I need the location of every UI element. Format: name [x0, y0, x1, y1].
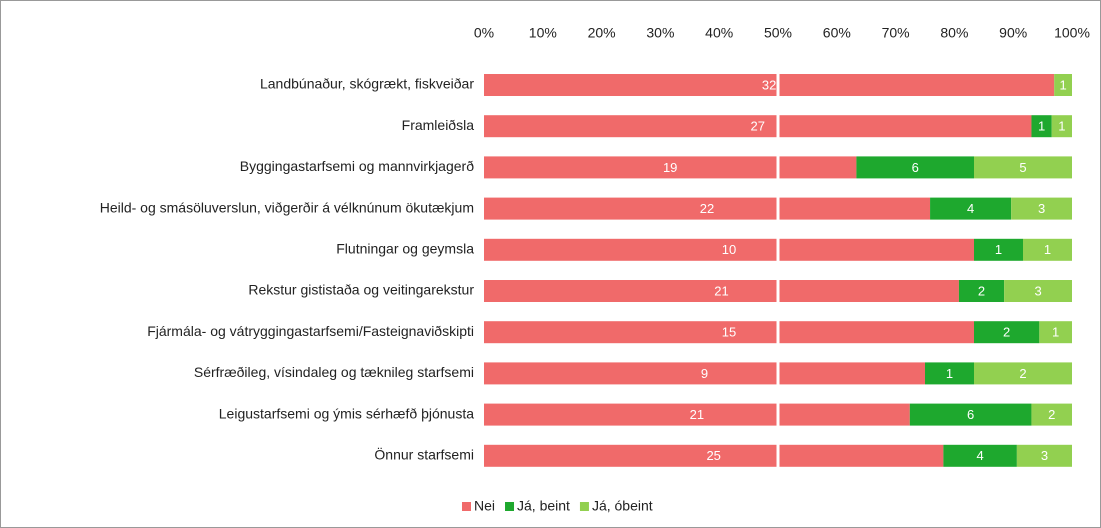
bar-segment — [484, 403, 910, 426]
y-tick-label: Fjármála- og vátryggingastarfsemi/Fastei… — [147, 323, 474, 339]
bar-segment — [1004, 280, 1072, 302]
x-tick-label: 30% — [646, 25, 674, 41]
bar-segment — [484, 444, 944, 467]
y-tick-label: Leigustarfsemi og ýmis sérhæfð þjónusta — [219, 405, 474, 421]
y-tick-label: Framleiðsla — [402, 117, 475, 133]
y-tick-label: Flutningar og geymsla — [336, 241, 474, 257]
data-label: 1 — [1044, 242, 1051, 257]
x-tick-label: 70% — [882, 25, 910, 41]
y-tick-label: Önnur starfsemi — [374, 446, 474, 463]
bar-segment — [974, 362, 1072, 385]
data-label: 3 — [1038, 201, 1045, 216]
data-label: 5 — [1019, 160, 1026, 175]
legend-swatch — [505, 502, 515, 511]
x-tick-label: 40% — [705, 25, 733, 41]
bar-segment — [484, 115, 1032, 138]
bar-segment — [909, 403, 1032, 426]
bar-segment — [943, 444, 1017, 467]
bar-segment — [484, 197, 931, 220]
bar-segment — [974, 321, 1040, 344]
data-label: 27 — [750, 119, 764, 134]
x-tick-label: 100% — [1054, 25, 1090, 41]
x-tick-label: 10% — [529, 25, 557, 41]
y-tick-label: Byggingastarfsemi og mannvirkjagerð — [240, 158, 474, 174]
bar-segment — [1039, 321, 1072, 344]
bar-segment — [484, 321, 974, 344]
x-tick-label: 80% — [940, 25, 968, 41]
bar-segment — [484, 74, 1055, 96]
data-label: 1 — [1038, 119, 1045, 134]
bar-segment — [930, 197, 1012, 220]
data-label: 4 — [967, 201, 974, 216]
bar-segment — [484, 362, 925, 385]
bar-segment — [958, 280, 1005, 302]
data-label: 9 — [701, 366, 708, 381]
data-label: 21 — [714, 283, 728, 298]
x-tick-label: 0% — [474, 25, 494, 41]
x-tick-label: 90% — [999, 25, 1027, 41]
data-label: 10 — [722, 242, 736, 257]
bar-segment — [1011, 197, 1072, 220]
data-label: 1 — [995, 242, 1002, 257]
bar-segment — [1054, 74, 1072, 96]
data-label: 3 — [1034, 283, 1041, 298]
legend-label: Nei — [474, 498, 495, 514]
bar-segment — [974, 156, 1072, 179]
data-label: 32 — [762, 77, 776, 92]
y-tick-label: Rekstur gististaða og veitingarekstur — [248, 282, 474, 298]
bar-segment — [1016, 444, 1072, 467]
y-tick-label: Sérfræðileg, vísindaleg og tæknileg star… — [194, 364, 474, 380]
data-label: 2 — [1048, 407, 1055, 422]
x-tick-label: 20% — [588, 25, 616, 41]
data-label: 22 — [700, 201, 714, 216]
bar-segment — [974, 238, 1023, 261]
data-label: 1 — [1059, 77, 1066, 92]
data-label: 2 — [1003, 325, 1010, 340]
data-label: 1 — [946, 366, 953, 381]
legend-swatch — [462, 502, 471, 511]
data-label: 15 — [722, 325, 736, 340]
x-tick-label: 60% — [823, 25, 851, 41]
data-label: 1 — [1058, 119, 1065, 134]
legend-label: Já, óbeint — [592, 498, 653, 514]
bar-segment — [1031, 115, 1052, 138]
x-tick-label: 50% — [764, 25, 792, 41]
data-label: 1 — [1052, 325, 1059, 340]
data-label: 6 — [912, 160, 919, 175]
data-label: 21 — [690, 407, 704, 422]
data-label: 2 — [978, 283, 985, 298]
bar-segment — [856, 156, 974, 179]
y-tick-label: Heild- og smásöluverslun, viðgerðir á vé… — [100, 199, 474, 215]
y-tick-label: Landbúnaður, skógrækt, fiskveiðar — [260, 76, 474, 92]
legend-label: Já, beint — [517, 498, 570, 514]
bar-segment — [484, 238, 974, 261]
data-label: 3 — [1041, 448, 1048, 463]
bar-segment — [1031, 403, 1072, 426]
data-label: 19 — [663, 160, 677, 175]
legend-swatch — [579, 502, 589, 511]
bar-segment — [1051, 115, 1072, 138]
bar-segment — [1023, 238, 1072, 261]
data-label: 4 — [977, 448, 984, 463]
data-label: 25 — [706, 448, 720, 463]
data-label: 2 — [1019, 366, 1026, 381]
bar-segment — [484, 280, 959, 302]
bar-segment — [484, 156, 857, 179]
data-label: 6 — [967, 407, 974, 422]
bar-segment — [925, 362, 974, 385]
